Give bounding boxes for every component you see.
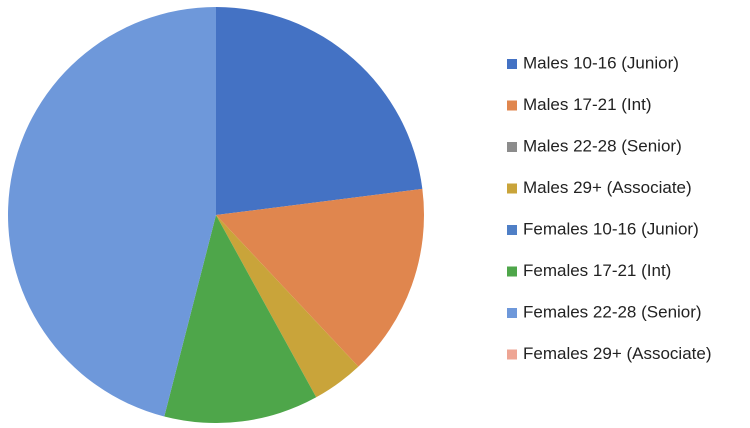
legend-label: Males 10-16 (Junior) xyxy=(523,53,679,72)
legend-swatch xyxy=(507,308,517,318)
legend-swatch xyxy=(507,349,517,360)
legend-label: Males 22-28 (Senior) xyxy=(523,136,682,155)
legend-swatch xyxy=(507,266,517,277)
pie-slice xyxy=(164,215,317,423)
pie-slice xyxy=(216,7,423,215)
legend-swatch xyxy=(507,183,517,194)
legend-label: Females 22-28 (Senior) xyxy=(523,302,702,321)
legend-label: Females 29+ (Associate) xyxy=(523,344,712,363)
legend-label: Males 29+ (Associate) xyxy=(523,178,692,197)
pie-slice xyxy=(216,188,424,367)
legend-swatch xyxy=(507,100,517,111)
pie-slice xyxy=(7,7,216,417)
legend-label: Males 17-21 (Int) xyxy=(523,95,652,114)
legend-swatch xyxy=(507,59,517,69)
pie-slice xyxy=(216,215,359,367)
legend-swatch xyxy=(507,142,517,152)
legend-label: Females 10-16 (Junior) xyxy=(523,219,699,238)
pie-slice xyxy=(216,215,359,398)
legend-swatch xyxy=(507,225,517,235)
legend-label: Females 17-21 (Int) xyxy=(523,261,671,280)
